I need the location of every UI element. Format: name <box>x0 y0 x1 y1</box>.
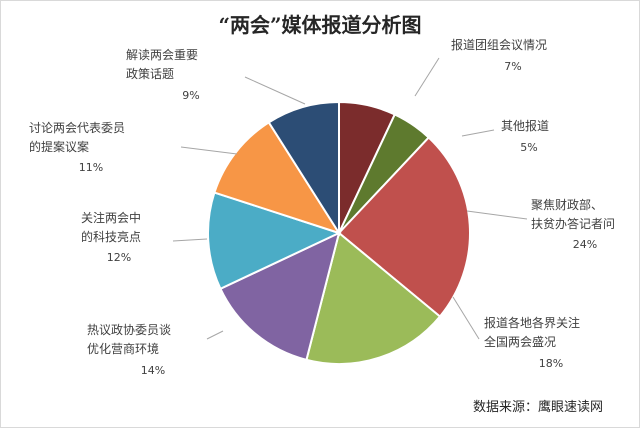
pie-slice <box>213 121 342 235</box>
slice-percent-label: 18% <box>539 357 563 370</box>
slice-percent-label: 7% <box>504 60 521 73</box>
leader-line <box>414 57 440 97</box>
slice-label: 优化营商环境 <box>87 341 159 356</box>
slice-label: 热议政协委员谈 <box>87 322 171 337</box>
slice-label: 解读两会重要 <box>126 48 198 62</box>
data-source-note: 数据来源：鹰眼速读网 <box>472 400 603 415</box>
pie-slice <box>219 231 341 362</box>
leader-line <box>180 146 238 155</box>
slice-percent-label: 11% <box>79 161 103 174</box>
leader-line <box>172 238 208 242</box>
slice-label: 聚焦财政部、 <box>531 197 603 212</box>
slice-label: 政策话题 <box>126 67 174 81</box>
slice-label: 报道团组会议情况 <box>451 37 547 52</box>
leader-line <box>452 296 480 340</box>
leader-line <box>206 330 224 340</box>
pie-slice <box>207 191 342 291</box>
pie-slice <box>267 100 340 237</box>
slice-percent-label: 14% <box>141 364 165 377</box>
slice-label: 的提案议案 <box>29 139 89 154</box>
slice-label: 其他报道 <box>501 118 549 133</box>
pie-slice <box>305 231 442 365</box>
slice-percent-label: 24% <box>573 238 597 251</box>
slice-label: 关注两会中 <box>81 210 141 225</box>
pie-slice <box>337 136 471 318</box>
leader-line <box>466 210 528 220</box>
slice-label: 报道各地各界关注 <box>484 315 580 330</box>
slice-percent-label: 9% <box>182 89 199 102</box>
slice-percent-label: 5% <box>520 141 537 154</box>
slice-percent-label: 12% <box>107 251 131 264</box>
leader-line <box>244 76 306 105</box>
chart-title: “两会”媒体报道分析图 <box>218 13 422 37</box>
slice-label: 讨论两会代表委员 <box>29 121 125 135</box>
slice-label: 的科技亮点 <box>81 229 141 244</box>
slice-label: 扶贫办答记者问 <box>531 216 615 231</box>
slice-label: 全国两会盛况 <box>484 334 556 349</box>
leader-line <box>461 129 495 137</box>
